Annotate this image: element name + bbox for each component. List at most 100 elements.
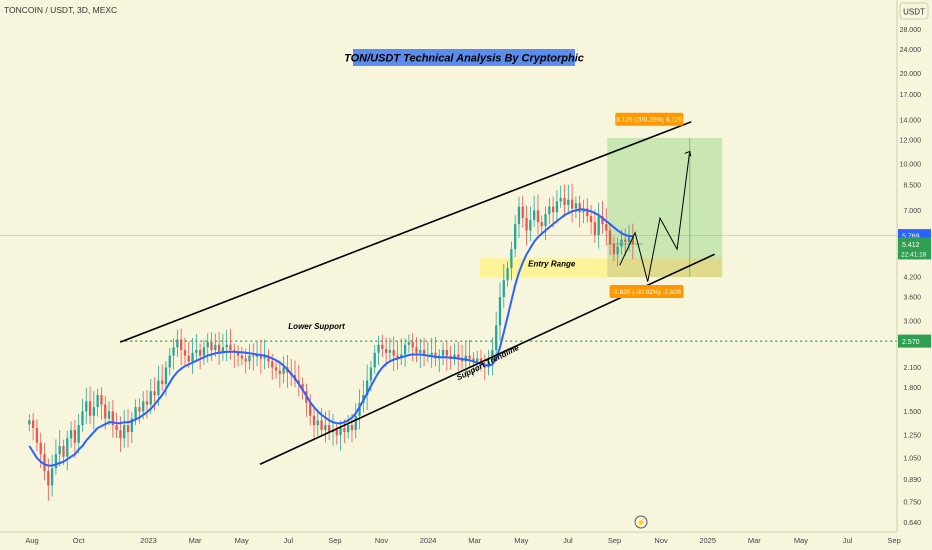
- x-tick-label: Mar: [189, 536, 202, 545]
- candle-body: [225, 344, 228, 348]
- x-tick-label: Oct: [73, 536, 86, 545]
- y-tick-label: 0.890: [903, 477, 921, 484]
- candle-body: [514, 224, 517, 250]
- candle-body: [441, 350, 445, 356]
- candle-body: [631, 237, 634, 244]
- candle-body: [96, 395, 99, 408]
- candle-body: [195, 350, 198, 353]
- candle-body: [392, 350, 395, 356]
- y-tick-label: 1.500: [903, 409, 921, 416]
- candle-body: [297, 380, 300, 385]
- candle-body: [210, 342, 213, 351]
- x-tick-label: Sep: [328, 536, 341, 545]
- candle-body: [453, 354, 456, 359]
- candle-body: [214, 344, 217, 351]
- candle-body: [58, 446, 61, 455]
- candle-body: [316, 420, 319, 426]
- stop-zone: [607, 258, 723, 278]
- candle-body: [529, 220, 532, 231]
- candle-body: [88, 401, 92, 416]
- currency-label: USDT: [903, 8, 925, 17]
- candle-body: [544, 214, 547, 227]
- candle-body: [115, 425, 118, 431]
- projection-path: [619, 151, 691, 282]
- candle-body: [373, 352, 376, 368]
- candle-body: [369, 367, 373, 381]
- candle-body: [422, 350, 426, 356]
- candle-body: [605, 224, 608, 231]
- lightning-icon[interactable]: [634, 515, 648, 529]
- candle-body: [521, 206, 524, 219]
- y-tick-label: 28.000: [900, 27, 922, 34]
- candle-body: [248, 355, 251, 362]
- candle-body: [62, 446, 65, 457]
- candle-body: [187, 355, 190, 362]
- candle-body: [92, 407, 95, 416]
- candle-body: [567, 199, 570, 205]
- candle-body: [278, 370, 281, 374]
- candle-body: [574, 203, 578, 209]
- y-tick-label: 3.600: [903, 295, 921, 302]
- y-tick-label: 20.000: [900, 71, 922, 78]
- y-tick-label: 0.640: [903, 520, 921, 527]
- candle-body: [180, 339, 183, 351]
- candle-body: [43, 454, 46, 471]
- x-tick-label: Jul: [284, 536, 294, 545]
- title-background: [353, 49, 575, 66]
- candle-body: [35, 428, 39, 443]
- candle-body: [620, 239, 623, 247]
- candle-body: [73, 430, 77, 443]
- entry-range-label: Entry Range: [528, 260, 576, 269]
- currency-button[interactable]: [899, 2, 929, 20]
- x-tick-label: May: [514, 536, 528, 545]
- candle-body: [320, 420, 323, 431]
- candle-body: [411, 342, 414, 348]
- stop-label: -1.826 (-30.92%) -1,826: [612, 289, 681, 296]
- candle-body: [85, 401, 88, 412]
- candle-body: [434, 352, 437, 359]
- candle-body: [388, 350, 392, 353]
- candle-body: [252, 355, 255, 357]
- candle-body: [502, 280, 505, 298]
- candle-body: [198, 350, 202, 356]
- candle-body: [47, 470, 50, 486]
- candle-body: [578, 203, 581, 213]
- candle-body: [77, 425, 80, 443]
- candle-body: [149, 391, 152, 405]
- candle-body: [54, 454, 58, 469]
- target-zone: [607, 137, 723, 278]
- candle-body: [445, 350, 448, 356]
- candle-body: [191, 352, 194, 362]
- candle-body: [540, 222, 543, 227]
- candle-body: [107, 411, 111, 419]
- candle-body: [563, 197, 566, 205]
- candle-body: [354, 415, 357, 431]
- candle-body: [164, 367, 168, 385]
- candle-body: [487, 361, 490, 368]
- candle-body: [350, 425, 354, 431]
- candle-body: [624, 239, 627, 242]
- candle-body: [263, 355, 266, 359]
- candle-body: [601, 216, 604, 225]
- candle-body: [221, 347, 225, 353]
- candle-body: [555, 201, 559, 213]
- candle-body: [533, 210, 536, 221]
- candle-body: [419, 350, 422, 353]
- candle-body: [551, 206, 555, 213]
- candle-body: [347, 425, 350, 433]
- candle-body: [66, 438, 69, 457]
- candle-body: [384, 348, 388, 353]
- current-price-text: 5.412: [902, 242, 920, 249]
- candle-body: [240, 355, 244, 359]
- candle-body: [244, 358, 247, 362]
- candle-body: [172, 347, 175, 356]
- candle-body: [381, 344, 384, 349]
- candle-body: [536, 210, 540, 223]
- candle-body: [168, 355, 171, 368]
- candle-body: [495, 325, 498, 351]
- candle-body: [377, 344, 380, 353]
- candle-body: [510, 249, 513, 269]
- price-axis[interactable]: [897, 0, 932, 550]
- candle-body: [597, 216, 600, 235]
